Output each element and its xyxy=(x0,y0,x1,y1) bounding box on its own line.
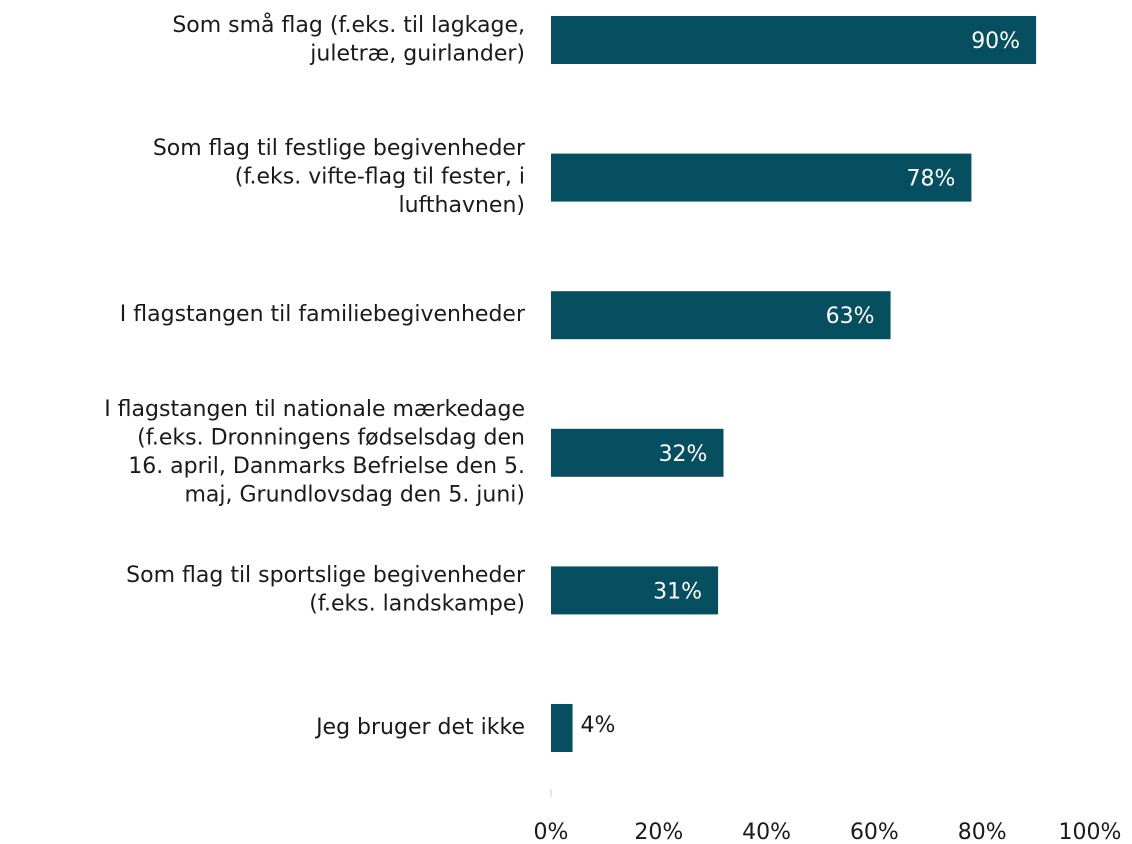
x-tick-label: 80% xyxy=(958,820,1007,844)
category-label: maj, Grundlovsdag den 5. juni) xyxy=(184,483,525,508)
category-label: (f.eks. landskampe) xyxy=(309,592,525,617)
x-tick-label: 40% xyxy=(742,820,791,844)
category-label: Som flag til sportslige begivenheder xyxy=(126,563,526,588)
category-label: juletræ, guirlander) xyxy=(309,41,525,66)
value-label: 90% xyxy=(971,29,1020,54)
bar xyxy=(551,566,719,615)
value-label: 31% xyxy=(653,579,702,604)
value-label: 63% xyxy=(826,304,875,329)
bar xyxy=(551,153,972,202)
x-tick-label: 60% xyxy=(850,820,899,844)
category-label: (f.eks. Dronningens fødselsdag den xyxy=(137,426,525,451)
x-tick-label: 100% xyxy=(1059,820,1122,844)
bar xyxy=(551,291,891,340)
category-label: lufthavnen) xyxy=(399,193,526,218)
category-label: Som flag til festlige begivenheder xyxy=(153,136,526,161)
category-label: 16. april, Danmarks Befrielse den 5. xyxy=(128,454,525,479)
category-label: (f.eks. vifte-flag til fester, i xyxy=(235,165,525,190)
category-label: Jeg bruger det ikke xyxy=(314,715,525,740)
value-label: 78% xyxy=(907,167,956,192)
bar xyxy=(551,428,724,477)
bar xyxy=(551,704,573,752)
value-label: 4% xyxy=(581,713,616,738)
value-label: 32% xyxy=(659,442,708,467)
x-tick-label: 0% xyxy=(534,820,569,844)
bar xyxy=(551,16,1037,64)
category-label: I flagstangen til familiebegivenheder xyxy=(120,302,526,327)
category-label: I flagstangen til nationale mærkedage xyxy=(104,397,525,422)
x-tick-label: 20% xyxy=(634,820,683,844)
category-label: Som små flag (f.eks. til lagkage, xyxy=(172,12,525,38)
